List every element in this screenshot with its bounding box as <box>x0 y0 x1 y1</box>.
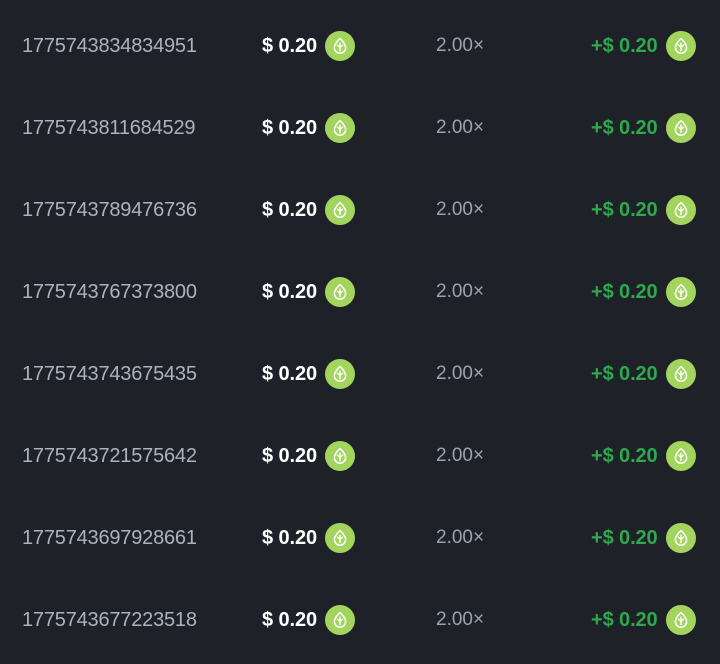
leaf-coin-icon <box>325 605 356 635</box>
multiplier-value: 2.00× <box>436 117 485 138</box>
wager-value: $ 0.20 <box>262 34 318 57</box>
payout-cell: +$ 0.20 <box>591 579 696 661</box>
multiplier-cell: 2.00× <box>436 579 484 661</box>
bet-id-value: 1775743767373800 <box>22 280 197 303</box>
payout-cell: +$ 0.20 <box>591 333 696 415</box>
payout-value: +$ 0.20 <box>591 34 658 57</box>
multiplier-value: 2.00× <box>436 527 485 548</box>
bet-id-cell[interactable]: 1775743677223518 <box>22 579 198 661</box>
leaf-coin-icon <box>665 359 696 389</box>
payout-cell: +$ 0.20 <box>591 169 696 251</box>
wager-cell: $ 0.20 <box>262 497 356 579</box>
leaf-coin-icon <box>665 195 696 225</box>
bet-id-value: 1775743697928661 <box>22 526 197 549</box>
multiplier-value: 2.00× <box>436 35 485 56</box>
table-row[interactable]: 1775743743675435 $ 0.20 2.00× +$ 0.20 <box>0 333 720 415</box>
payout-value: +$ 0.20 <box>591 526 658 549</box>
bet-id-value: 1775743789476736 <box>22 198 197 221</box>
wager-value: $ 0.20 <box>262 526 318 549</box>
payout-value: +$ 0.20 <box>591 198 658 221</box>
wager-value: $ 0.20 <box>262 362 318 385</box>
multiplier-value: 2.00× <box>436 445 485 466</box>
multiplier-cell: 2.00× <box>436 5 484 87</box>
leaf-coin-icon <box>665 523 696 553</box>
wager-cell: $ 0.20 <box>262 251 356 333</box>
bet-id-value: 1775743677223518 <box>22 608 197 631</box>
bet-id-cell[interactable]: 1775743834834951 <box>22 5 198 87</box>
multiplier-value: 2.00× <box>436 609 485 630</box>
bet-id-cell[interactable]: 1775743767373800 <box>22 251 198 333</box>
table-row[interactable]: 1775743721575642 $ 0.20 2.00× +$ 0.20 <box>0 415 720 497</box>
payout-cell: +$ 0.20 <box>591 415 696 497</box>
table-row[interactable]: 1775743697928661 $ 0.20 2.00× +$ 0.20 <box>0 497 720 579</box>
leaf-coin-icon <box>325 195 356 225</box>
multiplier-value: 2.00× <box>436 363 485 384</box>
table-row[interactable]: 1775743767373800 $ 0.20 2.00× +$ 0.20 <box>0 251 720 333</box>
table-row[interactable]: 1775743677223518 $ 0.20 2.00× +$ 0.20 <box>0 579 720 661</box>
bet-id-cell[interactable]: 1775743721575642 <box>22 415 198 497</box>
wager-value: $ 0.20 <box>262 116 318 139</box>
bet-id-cell[interactable]: 1775743789476736 <box>22 169 198 251</box>
table-row[interactable]: 1775743834834951 $ 0.20 2.00× +$ 0.20 <box>0 5 720 87</box>
wager-value: $ 0.20 <box>262 280 318 303</box>
payout-value: +$ 0.20 <box>591 362 658 385</box>
leaf-coin-icon <box>665 31 696 61</box>
payout-value: +$ 0.20 <box>591 280 658 303</box>
multiplier-cell: 2.00× <box>436 415 484 497</box>
wager-cell: $ 0.20 <box>262 579 356 661</box>
payout-cell: +$ 0.20 <box>591 497 696 579</box>
multiplier-value: 2.00× <box>436 281 485 302</box>
payout-value: +$ 0.20 <box>591 116 658 139</box>
payout-cell: +$ 0.20 <box>591 251 696 333</box>
multiplier-value: 2.00× <box>436 199 485 220</box>
bet-id-cell[interactable]: 1775743743675435 <box>22 333 198 415</box>
payout-cell: +$ 0.20 <box>591 5 696 87</box>
leaf-coin-icon <box>325 277 356 307</box>
wager-cell: $ 0.20 <box>262 333 356 415</box>
payout-cell: +$ 0.20 <box>591 87 696 169</box>
wager-cell: $ 0.20 <box>262 5 356 87</box>
leaf-coin-icon <box>665 441 696 471</box>
leaf-coin-icon <box>325 523 356 553</box>
leaf-coin-icon <box>325 31 356 61</box>
payout-value: +$ 0.20 <box>591 608 658 631</box>
multiplier-cell: 2.00× <box>436 87 484 169</box>
bet-id-value: 1775743834834951 <box>22 34 197 57</box>
multiplier-cell: 2.00× <box>436 333 484 415</box>
bet-id-value: 1775743811684529 <box>22 116 196 139</box>
wager-value: $ 0.20 <box>262 198 318 221</box>
multiplier-cell: 2.00× <box>436 251 484 333</box>
bet-id-value: 1775743721575642 <box>22 444 197 467</box>
payout-value: +$ 0.20 <box>591 444 658 467</box>
bet-id-value: 1775743743675435 <box>22 362 197 385</box>
wager-cell: $ 0.20 <box>262 169 356 251</box>
bet-id-cell[interactable]: 1775743697928661 <box>22 497 198 579</box>
bet-id-cell[interactable]: 1775743811684529 <box>22 87 198 169</box>
leaf-coin-icon <box>325 113 356 143</box>
table-row[interactable]: 1775743811684529 $ 0.20 2.00× +$ 0.20 <box>0 87 720 169</box>
multiplier-cell: 2.00× <box>436 169 484 251</box>
wager-cell: $ 0.20 <box>262 87 356 169</box>
multiplier-cell: 2.00× <box>436 497 484 579</box>
wager-value: $ 0.20 <box>262 608 318 631</box>
leaf-coin-icon <box>325 441 356 471</box>
leaf-coin-icon <box>665 113 696 143</box>
leaf-coin-icon <box>665 277 696 307</box>
wager-cell: $ 0.20 <box>262 415 356 497</box>
wager-value: $ 0.20 <box>262 444 318 467</box>
table-row[interactable]: 1775743789476736 $ 0.20 2.00× +$ 0.20 <box>0 169 720 251</box>
leaf-coin-icon <box>665 605 696 635</box>
leaf-coin-icon <box>325 359 356 389</box>
